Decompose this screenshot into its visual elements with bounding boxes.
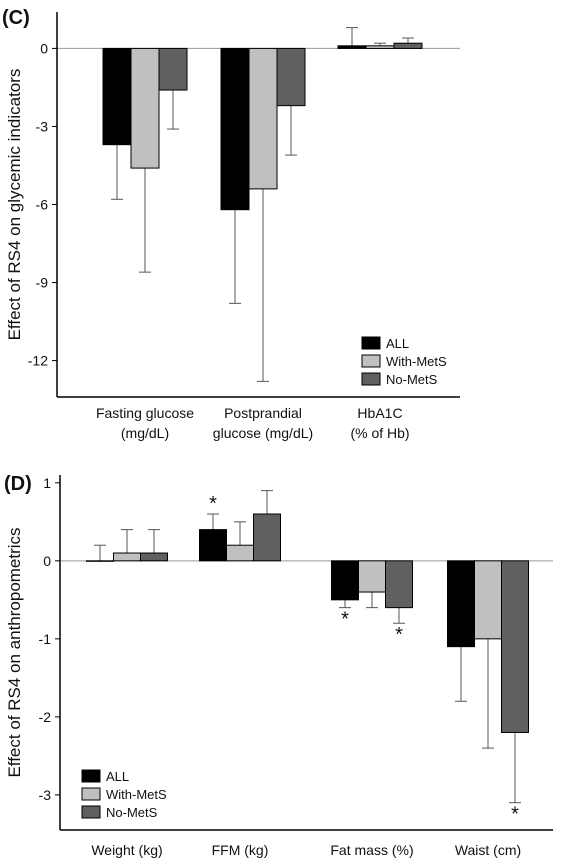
bar xyxy=(226,544,254,562)
bar xyxy=(393,42,423,49)
bar xyxy=(86,560,114,562)
bar xyxy=(220,47,250,211)
y-tick-label: 0 xyxy=(43,553,51,569)
legend-label: With-MetS xyxy=(386,354,447,369)
x-tick-label: glucose (mg/dL) xyxy=(213,425,313,441)
panel-label: (D) xyxy=(4,473,32,495)
legend-swatch xyxy=(81,787,101,801)
legend-swatch xyxy=(361,354,381,368)
bar xyxy=(331,560,359,601)
y-tick-label: -2 xyxy=(39,709,52,725)
x-tick-label: Fat mass (%) xyxy=(330,842,413,858)
bar xyxy=(276,47,306,107)
y-tick-label: -12 xyxy=(28,353,48,369)
significance-mark: * xyxy=(511,804,519,826)
x-tick-label: FFM (kg) xyxy=(212,842,269,858)
legend-label: No-MetS xyxy=(386,372,438,387)
bar xyxy=(253,513,281,562)
y-tick-label: -3 xyxy=(36,118,49,134)
bar xyxy=(474,560,502,640)
y-tick-label: 0 xyxy=(40,40,48,56)
bar xyxy=(199,529,227,562)
bar xyxy=(140,552,168,562)
panel-label: (C) xyxy=(2,7,30,29)
legend-swatch xyxy=(81,805,101,819)
x-tick-label: Fasting glucose xyxy=(96,405,194,421)
legend-swatch xyxy=(361,336,381,350)
bar xyxy=(113,552,141,562)
y-tick-label: 1 xyxy=(43,475,51,491)
bar xyxy=(385,560,413,609)
bar xyxy=(337,45,367,49)
bar xyxy=(248,47,278,190)
legend-swatch xyxy=(81,769,101,783)
x-tick-label: HbA1C xyxy=(357,405,402,421)
legend-label: ALL xyxy=(386,336,409,351)
significance-mark: * xyxy=(341,609,349,631)
y-axis-label: Effect of RS4 on anthropometrics xyxy=(5,527,24,777)
x-tick-label: (mg/dL) xyxy=(121,425,169,441)
x-tick-label: (% of Hb) xyxy=(350,425,409,441)
bar xyxy=(102,47,132,146)
bar xyxy=(158,47,188,91)
legend-label: With-MetS xyxy=(106,787,167,802)
bar xyxy=(358,560,386,593)
y-tick-label: -1 xyxy=(39,631,52,647)
legend-swatch xyxy=(361,372,381,386)
significance-mark: * xyxy=(209,493,217,515)
significance-mark: * xyxy=(395,624,403,646)
y-tick-label: -3 xyxy=(39,787,52,803)
bar xyxy=(130,47,160,169)
y-tick-label: -6 xyxy=(36,197,49,213)
x-tick-label: Weight (kg) xyxy=(91,842,162,858)
bar xyxy=(447,560,475,648)
x-tick-label: Postprandial xyxy=(224,405,302,421)
bar xyxy=(501,560,529,733)
legend-label: ALL xyxy=(106,769,129,784)
x-tick-label: Waist (cm) xyxy=(455,842,521,858)
y-tick-label: -9 xyxy=(36,275,49,291)
legend-label: No-MetS xyxy=(106,805,158,820)
bar xyxy=(365,45,395,49)
y-axis-label: Effect of RS4 on glycemic indicators xyxy=(5,69,24,341)
